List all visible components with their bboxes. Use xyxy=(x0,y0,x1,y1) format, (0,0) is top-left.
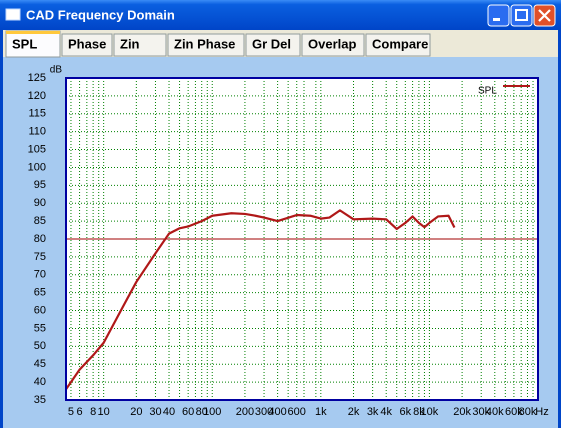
y-axis-label: dB xyxy=(50,65,63,76)
y-tick-label: 70 xyxy=(34,269,46,281)
y-tick-label: 55 xyxy=(34,322,46,334)
y-tick-label: 95 xyxy=(34,179,46,191)
maximize-button[interactable] xyxy=(510,4,533,27)
y-tick-label: 45 xyxy=(34,358,46,370)
y-tick-label: 90 xyxy=(34,197,46,209)
tab[interactable] xyxy=(61,33,113,57)
x-tick-label: 60k xyxy=(505,406,523,418)
x-tick-label: 60 xyxy=(182,406,194,418)
x-tick-label: 80 xyxy=(196,406,208,418)
y-tick-label: 40 xyxy=(34,376,46,388)
y-tick-label: 120 xyxy=(28,90,46,102)
tab[interactable] xyxy=(301,33,365,57)
y-tick-label: 115 xyxy=(28,108,46,120)
x-unit-label: Hz xyxy=(535,406,548,418)
close-button[interactable] xyxy=(533,4,556,27)
tab-highlight xyxy=(6,31,60,34)
app-icon xyxy=(5,8,21,21)
y-tick-label: 80 xyxy=(34,233,46,245)
x-tick-label: 10k xyxy=(421,406,439,418)
x-tick-label: 8k xyxy=(413,406,425,418)
x-tick-label: 30 xyxy=(149,406,161,418)
tab-label[interactable]: SPL xyxy=(12,36,37,51)
tab[interactable] xyxy=(167,33,245,57)
plot-border xyxy=(65,77,539,401)
tab-label[interactable]: Phase xyxy=(68,36,106,51)
tab-label[interactable]: Zin xyxy=(120,36,140,51)
y-tick-label: 75 xyxy=(34,251,46,263)
tab-label[interactable]: Overlap xyxy=(308,36,356,51)
y-tick-label: 60 xyxy=(34,304,46,316)
minimize-button[interactable] xyxy=(487,4,510,27)
x-tick-label: 8 xyxy=(90,406,96,418)
x-tick-label: 3k xyxy=(367,406,379,418)
y-tick-label: 110 xyxy=(28,126,46,138)
legend-label: SPL xyxy=(478,86,497,97)
y-tick-label: 125 xyxy=(28,72,46,84)
x-tick-label: 2k xyxy=(348,406,360,418)
tab[interactable] xyxy=(113,33,167,57)
x-tick-label: 20k xyxy=(453,406,471,418)
x-tick-label: 100 xyxy=(203,406,221,418)
x-tick-label: 30k xyxy=(472,406,490,418)
y-tick-label: 100 xyxy=(28,161,46,173)
x-tick-label: 400 xyxy=(268,406,286,418)
x-tick-label: 1k xyxy=(315,406,327,418)
x-tick-label: 200 xyxy=(236,406,254,418)
y-tick-label: 85 xyxy=(34,215,46,227)
tab[interactable] xyxy=(245,33,301,57)
spl-curve xyxy=(65,209,456,390)
window-title: CAD Frequency Domain xyxy=(26,7,175,22)
title-bar xyxy=(0,0,561,30)
x-tick-label: 6 xyxy=(77,406,83,418)
x-tick-label: 6k xyxy=(400,406,412,418)
y-tick-label: 105 xyxy=(28,143,46,155)
y-tick-label: 50 xyxy=(34,340,46,352)
tab-label[interactable]: Gr Del xyxy=(252,36,291,51)
x-tick-label: 80k xyxy=(519,406,537,418)
x-tick-label: 10 xyxy=(98,406,110,418)
x-tick-label: 4k xyxy=(380,406,392,418)
x-tick-label: 40k xyxy=(486,406,504,418)
x-tick-label: 40 xyxy=(163,406,175,418)
x-tick-label: 5 xyxy=(68,406,74,418)
tab[interactable] xyxy=(365,33,431,57)
y-tick-label: 35 xyxy=(34,394,46,406)
x-tick-label: 20 xyxy=(130,406,142,418)
x-tick-label: 600 xyxy=(288,406,306,418)
frame-right xyxy=(558,30,561,428)
frame-left xyxy=(0,30,3,428)
tab[interactable] xyxy=(5,30,61,58)
x-tick-label: 300 xyxy=(255,406,273,418)
tab-label[interactable]: Zin Phase xyxy=(174,36,235,51)
tab-label[interactable]: Compare xyxy=(372,36,428,51)
y-tick-label: 65 xyxy=(34,287,46,299)
